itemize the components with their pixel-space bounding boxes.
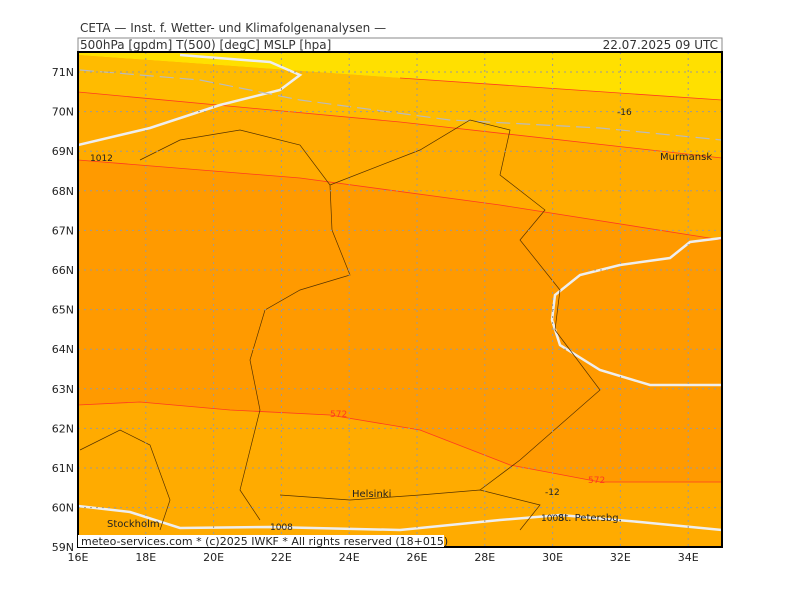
contour-label: -12 xyxy=(545,488,560,498)
isobar xyxy=(550,236,722,387)
place-label: Helsinki xyxy=(352,489,391,500)
isobar xyxy=(78,504,722,532)
footer: meteo-services.com * (c)2025 IWKF * All … xyxy=(81,535,448,548)
lat-label: 71N xyxy=(52,66,74,79)
lon-label: 16E xyxy=(68,551,89,564)
contour-label: 572 xyxy=(330,410,347,420)
lon-label: 18E xyxy=(135,551,156,564)
map-area xyxy=(78,52,722,547)
lon-label: 32E xyxy=(610,551,631,564)
contour-label: 1008 xyxy=(270,523,293,533)
field-light xyxy=(78,55,722,158)
lon-label: 24E xyxy=(339,551,360,564)
lat-label: 67N xyxy=(52,224,74,237)
contour-label: -16 xyxy=(617,108,632,118)
field-dark xyxy=(78,160,722,482)
place-label: Stockholm xyxy=(107,519,160,530)
lon-label: 30E xyxy=(542,551,563,564)
lon-label: 28E xyxy=(474,551,495,564)
lat-label: 60N xyxy=(52,502,74,515)
lon-label: 26E xyxy=(407,551,428,564)
lat-label: 68N xyxy=(52,185,74,198)
isobar xyxy=(78,53,303,147)
field-yellow xyxy=(78,52,722,100)
header-fields: 500hPa [gpdm] T(500) [degC] MSLP [hpa] xyxy=(80,38,331,52)
contour-label: 1008 xyxy=(541,514,564,524)
lon-label: 34E xyxy=(678,551,699,564)
contour-label: 572 xyxy=(588,476,605,486)
lat-label: 59N xyxy=(52,541,74,554)
contour-label: 1012 xyxy=(90,154,113,164)
coastline xyxy=(279,489,541,531)
coastline xyxy=(139,129,351,521)
lon-label: 20E xyxy=(203,551,224,564)
border xyxy=(329,119,601,491)
lat-label: 66N xyxy=(52,264,74,277)
place-label: St. Petersbg. xyxy=(558,513,622,524)
lat-label: 62N xyxy=(52,422,74,435)
lat-label: 70N xyxy=(52,106,74,119)
isoline xyxy=(78,159,722,241)
isotherm xyxy=(399,77,722,101)
footer-box xyxy=(78,535,444,547)
lat-label: 61N xyxy=(52,462,74,475)
lat-label: 65N xyxy=(52,304,74,317)
header-title: CETA — Inst. f. Wetter- und Klimafolgena… xyxy=(80,21,386,35)
lon-label: 22E xyxy=(271,551,292,564)
isotherm xyxy=(78,91,722,159)
header-time: 22.07.2025 09 UTC xyxy=(603,38,718,52)
lat-label: 64N xyxy=(52,343,74,356)
place-label: Murmansk xyxy=(660,152,712,163)
lat-label: 63N xyxy=(52,383,74,396)
coastline xyxy=(79,429,171,531)
lat-label: 69N xyxy=(52,145,74,158)
isoline xyxy=(78,401,722,483)
